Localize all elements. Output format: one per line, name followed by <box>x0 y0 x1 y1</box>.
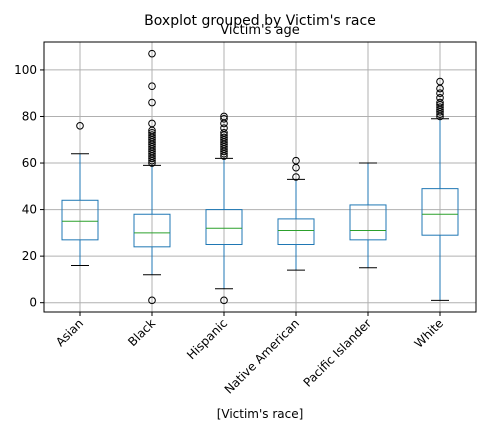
x-tick-label: Pacific Islander <box>301 316 375 390</box>
x-axis-label: [Victim's race] <box>217 407 304 421</box>
x-tick-label: Asian <box>53 316 86 349</box>
outlier-point <box>148 49 156 58</box>
chart-subtitle: Victim's age <box>220 23 299 38</box>
box-iqr <box>133 213 171 248</box>
y-tick-label: 20 <box>22 249 37 263</box>
box-iqr <box>421 188 459 236</box>
outlier-point <box>436 103 444 111</box>
outlier-point <box>436 98 444 107</box>
outlier-point <box>436 89 444 98</box>
box-group <box>349 162 387 269</box>
outlier-point <box>148 131 156 139</box>
outlier-point <box>292 156 300 165</box>
plot-frame <box>43 41 477 313</box>
outlier-point <box>436 94 444 102</box>
outlier-point <box>148 119 156 128</box>
box-group <box>277 156 315 271</box>
box-iqr <box>277 218 315 245</box>
x-tick-label: Black <box>125 316 158 349</box>
box-group <box>205 112 243 305</box>
x-tick-label: Native American <box>222 316 302 396</box>
y-tick-label: 60 <box>22 156 37 170</box>
y-tick-label: 100 <box>14 63 37 77</box>
outlier-point <box>76 121 84 130</box>
box-iqr <box>349 204 387 241</box>
chart-title: Boxplot grouped by Victim's race <box>144 13 376 29</box>
outlier-point <box>148 98 156 107</box>
y-tick-label: 40 <box>22 203 37 217</box>
x-tick-label: Hispanic <box>184 316 230 362</box>
outlier-point <box>436 77 444 86</box>
box-iqr <box>61 199 99 241</box>
box-group <box>133 49 171 305</box>
outlier-point <box>220 112 228 121</box>
box-group <box>421 77 459 301</box>
outlier-point <box>148 296 156 305</box>
outlier-point <box>148 128 156 137</box>
data-layer <box>61 49 459 305</box>
outlier-point <box>220 296 228 305</box>
x-tick-label: White <box>412 316 447 351</box>
box-group <box>61 121 99 266</box>
outlier-point <box>148 82 156 91</box>
outlier-point <box>220 133 228 142</box>
y-tick-label: 0 <box>29 296 37 310</box>
grid-layer <box>44 42 476 312</box>
y-tick-label: 80 <box>22 109 37 123</box>
outlier-point <box>220 128 228 137</box>
outlier-point <box>292 173 300 181</box>
outlier-point <box>220 115 228 123</box>
outlier-point <box>220 124 228 132</box>
box-iqr <box>205 209 243 246</box>
